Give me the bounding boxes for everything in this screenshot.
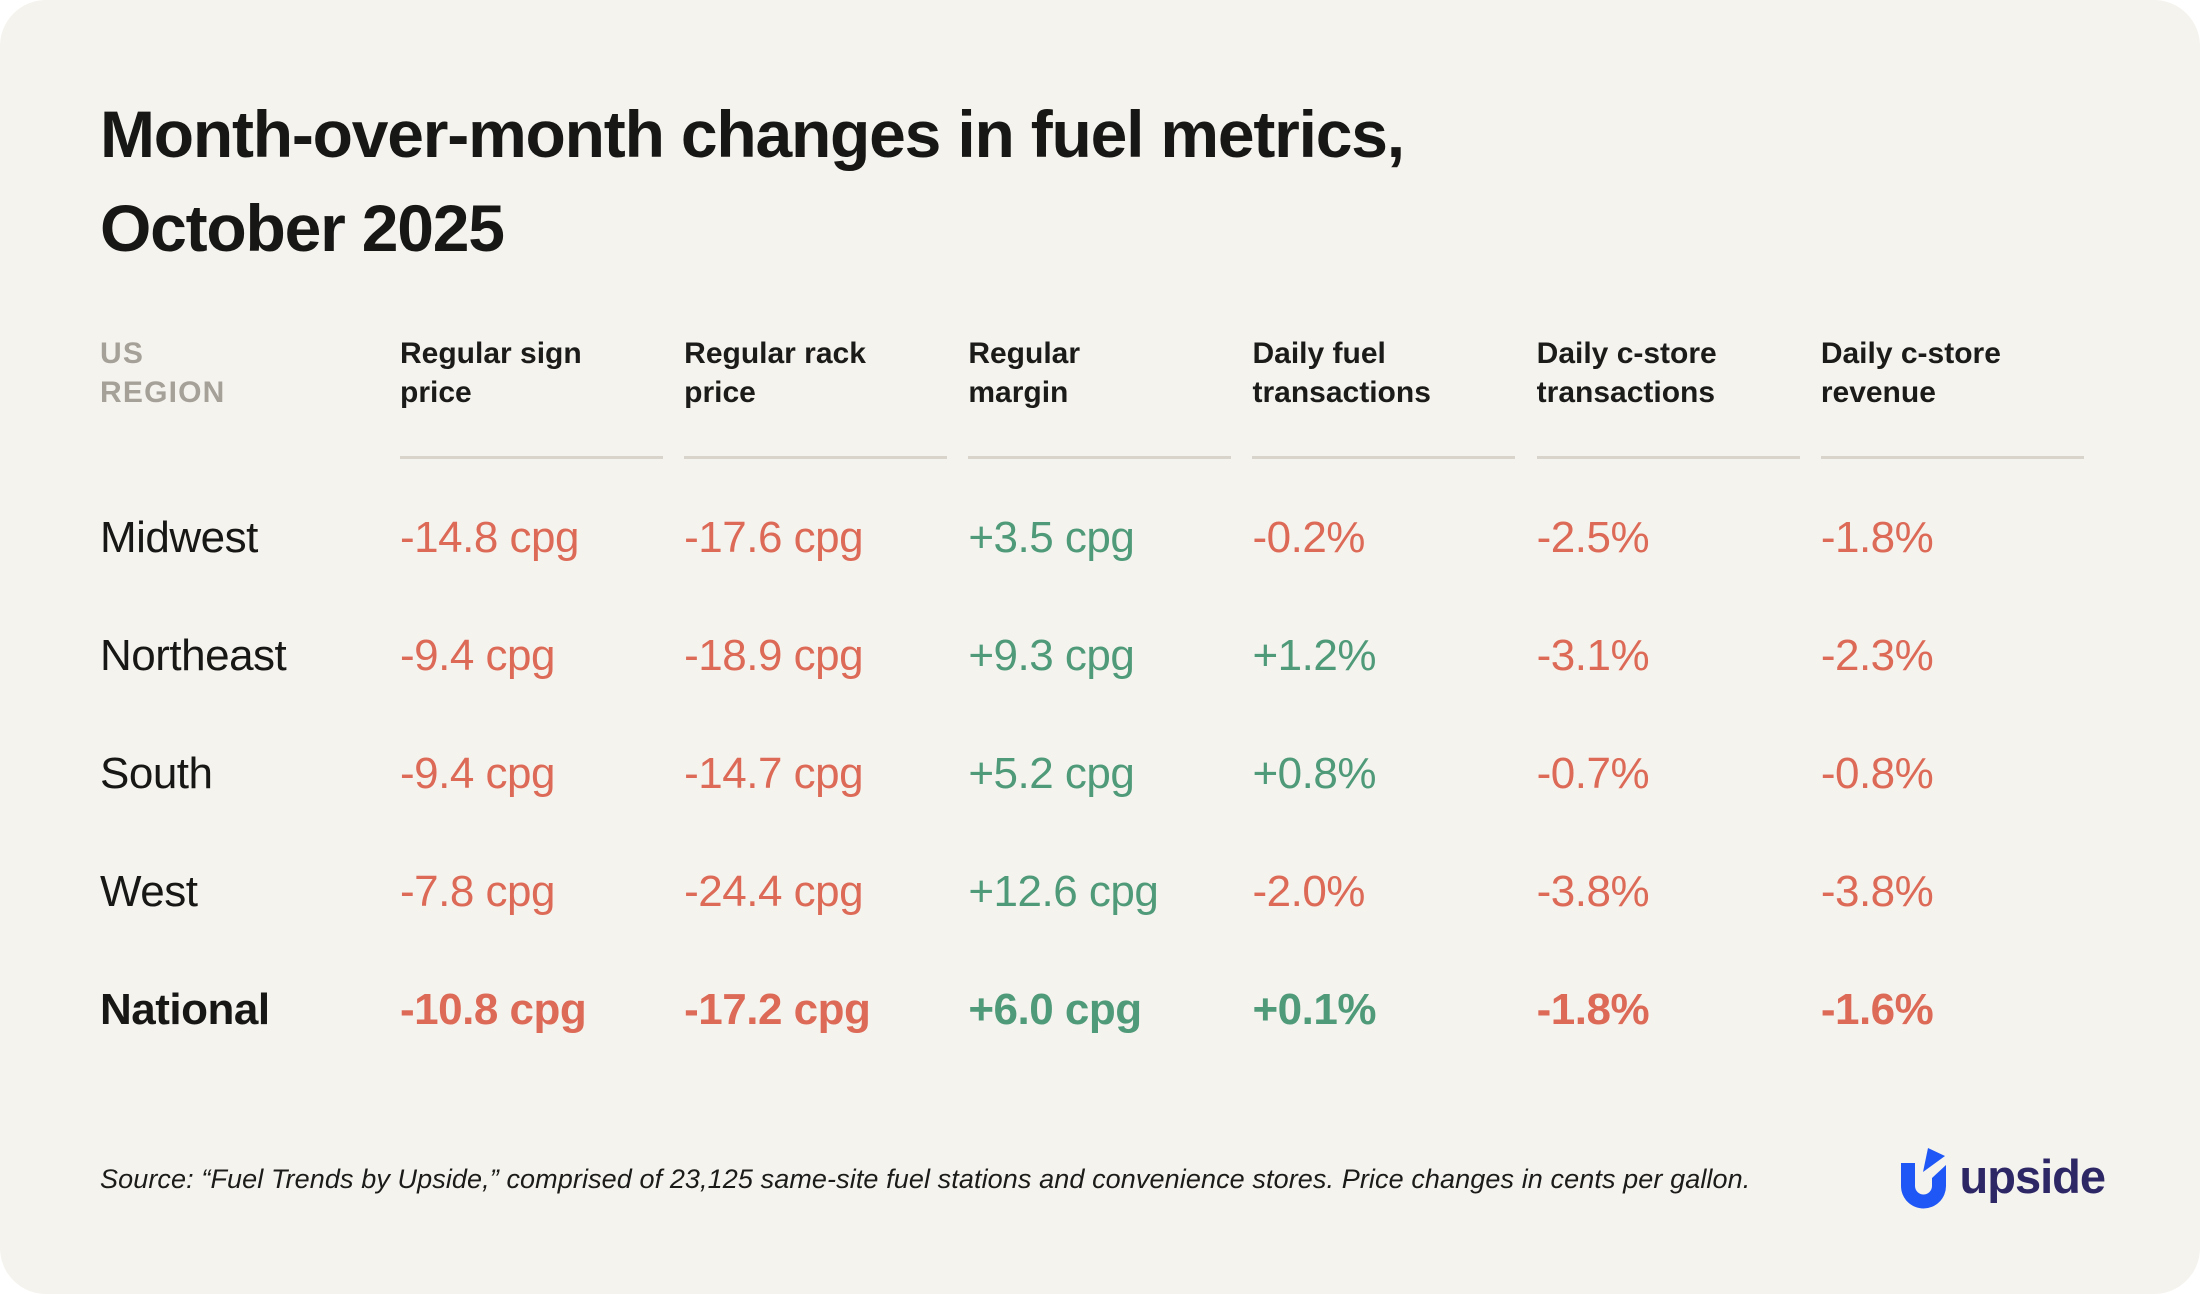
metric-value: -14.7 cpg: [684, 749, 864, 799]
metric-value: -0.2%: [1252, 513, 1365, 563]
header-underline: [1252, 456, 1516, 460]
metric-value: +6.0 cpg: [968, 985, 1142, 1035]
metric-value: -9.4 cpg: [400, 631, 555, 681]
metric-value: -2.0%: [1252, 867, 1365, 917]
table-header-row: US REGION Regular sign price Regular rac…: [100, 335, 2105, 460]
page-title-line2: October 2025: [100, 190, 505, 265]
metric-value: -2.3%: [1820, 631, 1934, 681]
metric-value: +5.2 cpg: [968, 749, 1135, 799]
metric-value: -1.8%: [1820, 513, 1934, 563]
page-title: Month-over-month changes in fuel metrics…: [100, 88, 2105, 275]
metric-value: -7.8 cpg: [400, 867, 555, 917]
region-label: Northeast: [100, 631, 287, 681]
header-underline: [968, 456, 1232, 460]
table-row-northeast: Northeast -9.4 cpg -18.9 cpg +9.3 cpg +1…: [100, 597, 2105, 715]
header-underline: [684, 456, 948, 460]
metric-value: -9.4 cpg: [400, 749, 555, 799]
metric-value: -1.8%: [1536, 985, 1650, 1035]
metric-value: +12.6 cpg: [968, 867, 1159, 917]
table-row-midwest: Midwest -14.8 cpg -17.6 cpg +3.5 cpg -0.…: [100, 479, 2105, 597]
metric-value: -24.4 cpg: [684, 867, 864, 917]
metric-value: -17.6 cpg: [684, 513, 864, 563]
table-footer-rules: [100, 1083, 2105, 1086]
metric-value: -1.6%: [1820, 985, 1934, 1035]
table-row-national: National -10.8 cpg -17.2 cpg +6.0 cpg +0…: [100, 951, 2105, 1069]
region-label: South: [100, 749, 213, 799]
metric-value: +1.2%: [1252, 631, 1376, 681]
metric-value: +9.3 cpg: [968, 631, 1135, 681]
source-note: Source: “Fuel Trends by Upside,” compris…: [100, 1163, 1751, 1194]
upside-logo-icon: [1899, 1148, 1947, 1210]
metric-value: -10.8 cpg: [400, 985, 587, 1035]
column-header-regular-rack-price: Regular rack price: [684, 335, 968, 460]
column-header-daily-cstore-transactions: Daily c-store transactions: [1536, 335, 1821, 460]
metric-value: -2.5%: [1536, 513, 1650, 563]
column-header-daily-fuel-transactions: Daily fuel transactions: [1252, 335, 1536, 460]
table-row-west: West -7.8 cpg -24.4 cpg +12.6 cpg -2.0% …: [100, 833, 2105, 951]
column-header-regular-sign-price: Regular sign price: [400, 335, 684, 460]
metric-value: -3.8%: [1820, 867, 1934, 917]
metric-value: -3.8%: [1536, 867, 1650, 917]
column-header-regular-margin: Regular margin: [968, 335, 1252, 460]
region-label: National: [100, 985, 270, 1035]
header-underline: [1820, 456, 2084, 460]
region-label: Midwest: [100, 513, 258, 563]
upside-logo: upside: [1899, 1148, 2106, 1210]
table-row-south: South -9.4 cpg -14.7 cpg +5.2 cpg +0.8% …: [100, 715, 2105, 833]
metric-value: +3.5 cpg: [968, 513, 1135, 563]
metric-value: -3.1%: [1536, 631, 1650, 681]
header-underline: [1536, 456, 1800, 460]
region-label: West: [100, 867, 198, 917]
metric-value: -0.8%: [1820, 749, 1934, 799]
upside-logo-text: upside: [1959, 1149, 2106, 1203]
metric-value: -17.2 cpg: [684, 985, 871, 1035]
table-body: Midwest -14.8 cpg -17.6 cpg +3.5 cpg -0.…: [100, 479, 2105, 1069]
metric-value: +0.8%: [1252, 749, 1376, 799]
metric-value: -0.7%: [1536, 749, 1650, 799]
header-underline: [400, 456, 663, 460]
footer: Source: “Fuel Trends by Upside,” compris…: [100, 1148, 2106, 1210]
metric-value: +0.1%: [1252, 985, 1376, 1035]
region-column-header: US REGION: [100, 337, 226, 409]
page-title-line1: Month-over-month changes in fuel metrics…: [100, 97, 1405, 171]
metric-value: -14.8 cpg: [400, 513, 579, 563]
column-header-daily-cstore-revenue: Daily c-store revenue: [1820, 335, 2105, 460]
metric-value: -18.9 cpg: [684, 631, 864, 681]
